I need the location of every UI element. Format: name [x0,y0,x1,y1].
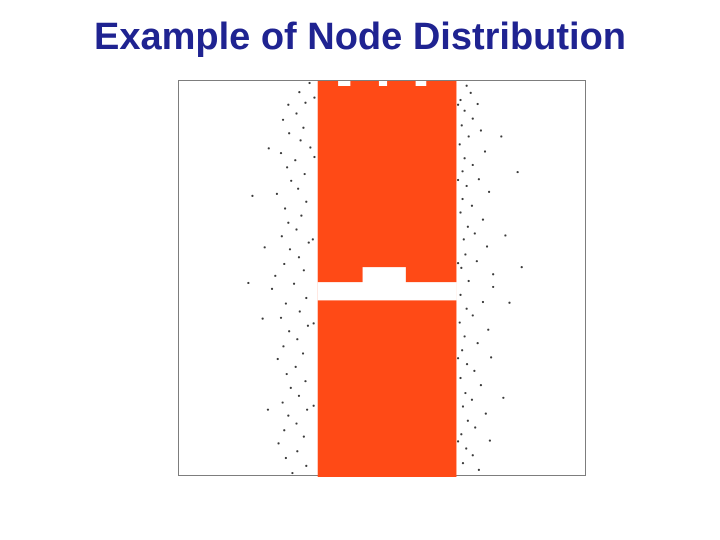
slide-title: Example of Node Distribution [0,16,720,59]
slide: Example of Node Distribution [0,0,720,540]
node-distribution-figure [178,80,586,476]
node-distribution-svg [179,81,587,477]
